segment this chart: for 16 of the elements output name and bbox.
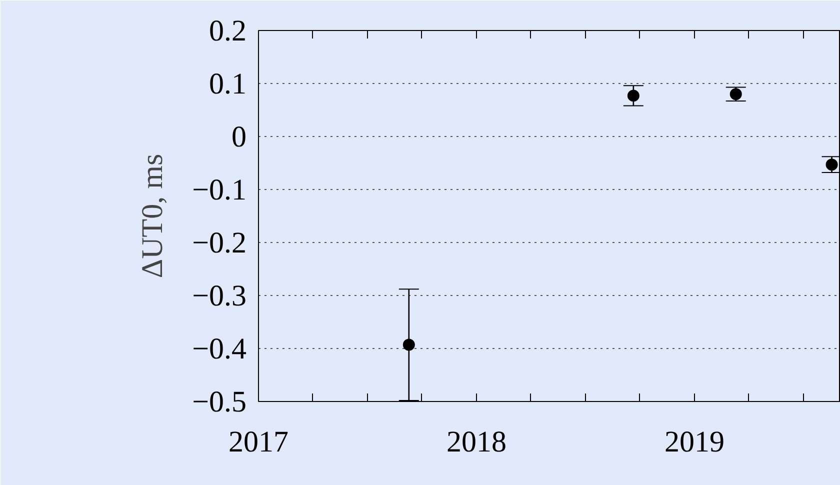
y-tick-label: −0.2 <box>192 226 247 260</box>
y-tick-label: 0 <box>232 120 246 154</box>
x-tick-label: 2017 <box>228 426 288 458</box>
y-axis-title: ΔUT0, ms <box>136 154 170 278</box>
y-tick-label: 0.2 <box>209 14 246 48</box>
y-tick-label: −0.5 <box>192 386 247 418</box>
point <box>402 338 415 351</box>
point <box>627 90 640 102</box>
y-tick-label: 0.1 <box>209 68 246 100</box>
x-tick-label: 2018 <box>446 426 506 458</box>
y-tick-label: −0.3 <box>192 280 247 312</box>
x-tick-label: 2019 <box>664 426 724 458</box>
point <box>730 88 742 100</box>
y-tick-label: −0.4 <box>192 332 247 366</box>
y-tick-label: −0.1 <box>192 174 247 206</box>
point <box>826 158 838 171</box>
